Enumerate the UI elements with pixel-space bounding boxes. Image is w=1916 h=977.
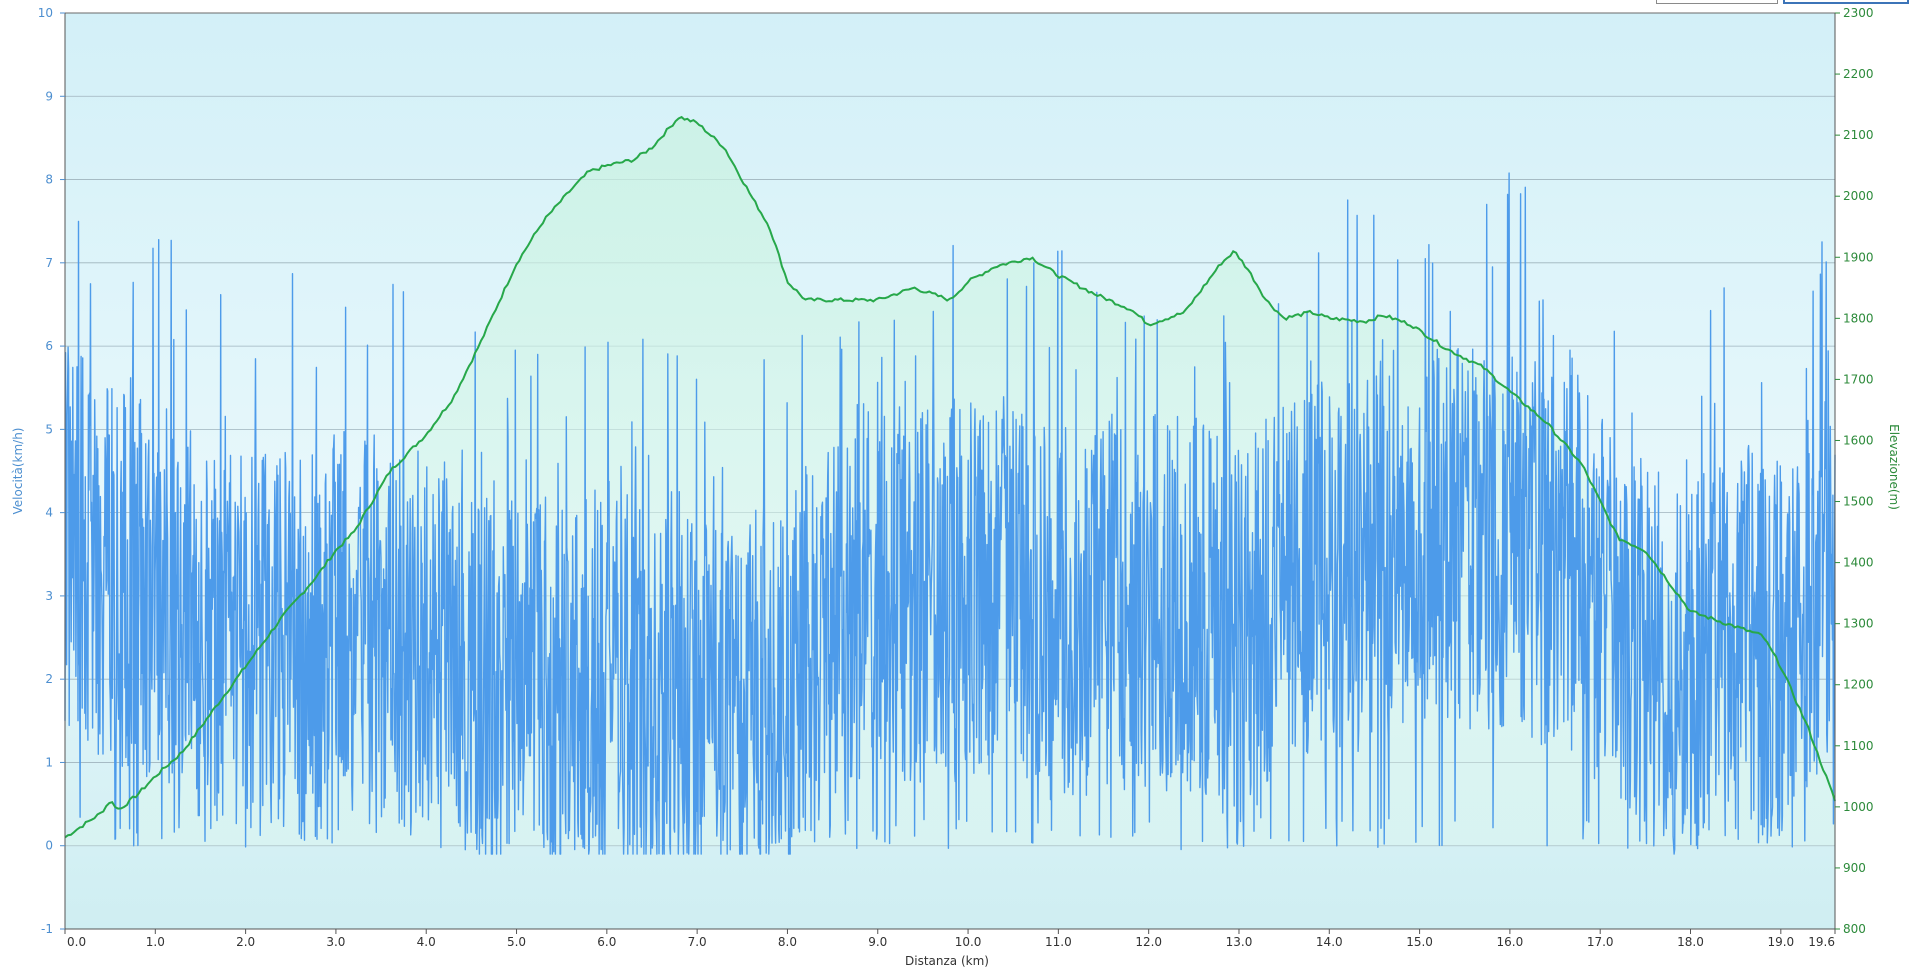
y-right-tick-label: 1100: [1843, 739, 1874, 753]
y-left-tick-label: 7: [45, 256, 53, 270]
x-tick-label: 2.0: [236, 935, 255, 949]
y-right-tick-label: 1400: [1843, 556, 1874, 570]
x-tick-label: 12.0: [1135, 935, 1162, 949]
y-left-tick-label: 3: [45, 589, 53, 603]
x-tick-label: 5.0: [507, 935, 526, 949]
y-right-tick-label: 2300: [1843, 6, 1874, 20]
y-left-tick-label: 5: [45, 422, 53, 436]
x-tick-label: 14.0: [1316, 935, 1343, 949]
y-right-tick-label: 1600: [1843, 433, 1874, 447]
y-axis-right-label: Elevazione(m): [1887, 424, 1901, 510]
x-tick-label: 19.0: [1767, 935, 1794, 949]
speed-series-line: [64, 172, 1836, 855]
y-right-tick-label: 1500: [1843, 495, 1874, 509]
toolbar-box-right[interactable]: [1783, 0, 1909, 4]
y-right-tick-label: 800: [1843, 922, 1866, 936]
y-left-tick-label: 8: [45, 173, 53, 187]
x-tick-label: 15.0: [1406, 935, 1433, 949]
x-tick-label: 17.0: [1587, 935, 1614, 949]
y-right-tick-label: 2200: [1843, 67, 1874, 81]
x-tick-label: 16.0: [1497, 935, 1524, 949]
y-left-tick-label: 10: [38, 6, 53, 20]
y-right-tick-label: 2100: [1843, 128, 1874, 142]
y-left-tick-label: 4: [45, 506, 53, 520]
x-tick-label: 6.0: [597, 935, 616, 949]
x-tick-label: 13.0: [1226, 935, 1253, 949]
y-left-tick-label: 9: [45, 89, 53, 103]
x-tick-label: 1.0: [146, 935, 165, 949]
x-tick-label: 9.0: [868, 935, 887, 949]
y-right-tick-label: 2000: [1843, 189, 1874, 203]
x-tick-label: 11.0: [1045, 935, 1072, 949]
y-right-tick-label: 1800: [1843, 311, 1874, 325]
y-left-tick-label: -1: [41, 922, 53, 936]
x-axis-label: Distanza (km): [905, 954, 989, 968]
y-right-tick-label: 1000: [1843, 800, 1874, 814]
y-right-tick-label: 1300: [1843, 617, 1874, 631]
y-left-tick-label: 0: [45, 839, 53, 853]
y-left-tick-label: 2: [45, 672, 53, 686]
x-tick-label: 0.0: [67, 935, 86, 949]
y-right-tick-label: 1700: [1843, 372, 1874, 386]
x-tick-label: 3.0: [326, 935, 345, 949]
y-right-tick-label: 900: [1843, 861, 1866, 875]
x-tick-label: 19.6: [1808, 935, 1835, 949]
y-right-tick-label: 1200: [1843, 678, 1874, 692]
toolbar-box-left[interactable]: [1656, 0, 1778, 4]
elevation-series-line: [64, 115, 1836, 839]
y-left-tick-label: 1: [45, 755, 53, 769]
x-tick-label: 18.0: [1677, 935, 1704, 949]
y-right-tick-label: 1900: [1843, 250, 1874, 264]
x-tick-label: 7.0: [688, 935, 707, 949]
y-axis-left-label: Velocità(km/h): [11, 428, 25, 515]
x-tick-label: 10.0: [955, 935, 982, 949]
y-left-tick-label: 6: [45, 339, 53, 353]
x-tick-label: 4.0: [417, 935, 436, 949]
x-tick-label: 8.0: [778, 935, 797, 949]
